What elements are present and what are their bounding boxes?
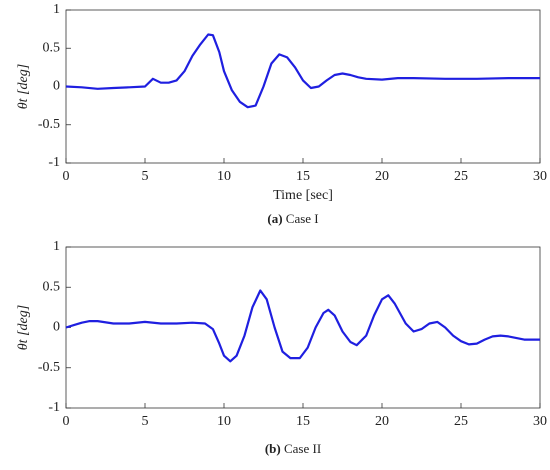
x-tick-label: 15 bbox=[296, 169, 310, 184]
x-tick-label: 10 bbox=[217, 414, 231, 429]
plot-frame bbox=[65, 246, 541, 409]
y-tick-label: 0 bbox=[53, 320, 60, 335]
y-tick-label: 1 bbox=[53, 2, 60, 17]
caption: (b) Case II bbox=[265, 441, 321, 456]
caption-text: Case II bbox=[284, 441, 321, 456]
x-tick-label: 0 bbox=[63, 169, 70, 184]
x-tick-label: 0 bbox=[63, 414, 70, 429]
y-tick-label: -0.5 bbox=[38, 117, 60, 132]
x-tick-label: 30 bbox=[533, 169, 547, 184]
x-tick-label: 25 bbox=[454, 169, 468, 184]
x-tick-label: 5 bbox=[142, 169, 149, 184]
caption-tag: (a) bbox=[267, 211, 282, 226]
x-tick-label: 10 bbox=[217, 169, 231, 184]
caption: (a) Case I bbox=[267, 211, 318, 226]
line-series bbox=[65, 33, 540, 109]
subplot: 0 5 10 15 20 25 30 -1 -0.5 0 0.5 1 θt [deg] Time [sec… bbox=[16, 2, 547, 226]
y-tick-label: -1 bbox=[48, 155, 60, 170]
y-tick-label: 0 bbox=[53, 79, 60, 94]
x-tick-label: 25 bbox=[454, 414, 468, 429]
y-tick-label: 0.5 bbox=[43, 40, 61, 55]
y-tick-label: -0.5 bbox=[38, 360, 60, 375]
y-tick-label: 0.5 bbox=[43, 279, 61, 294]
x-tick-label: 5 bbox=[142, 414, 149, 429]
y-tick-label: -1 bbox=[48, 400, 60, 415]
x-tick-label: 30 bbox=[533, 414, 547, 429]
x-tick-label: 20 bbox=[375, 414, 389, 429]
y-tick-label: 1 bbox=[53, 239, 60, 254]
x-tick-label: 20 bbox=[375, 169, 389, 184]
y-axis-label: θt [deg] bbox=[16, 64, 31, 109]
subplot: 0 5 10 15 20 25 30 -1 -0.5 0 0.5 1 θt [deg] (b) Case … bbox=[16, 239, 547, 456]
line-series bbox=[65, 289, 540, 363]
y-axis-label: θt [deg] bbox=[16, 305, 31, 350]
x-tick-label: 15 bbox=[296, 414, 310, 429]
caption-text: Case I bbox=[286, 211, 319, 226]
caption-tag: (b) bbox=[265, 441, 281, 456]
x-axis-label: Time [sec] bbox=[273, 188, 333, 203]
